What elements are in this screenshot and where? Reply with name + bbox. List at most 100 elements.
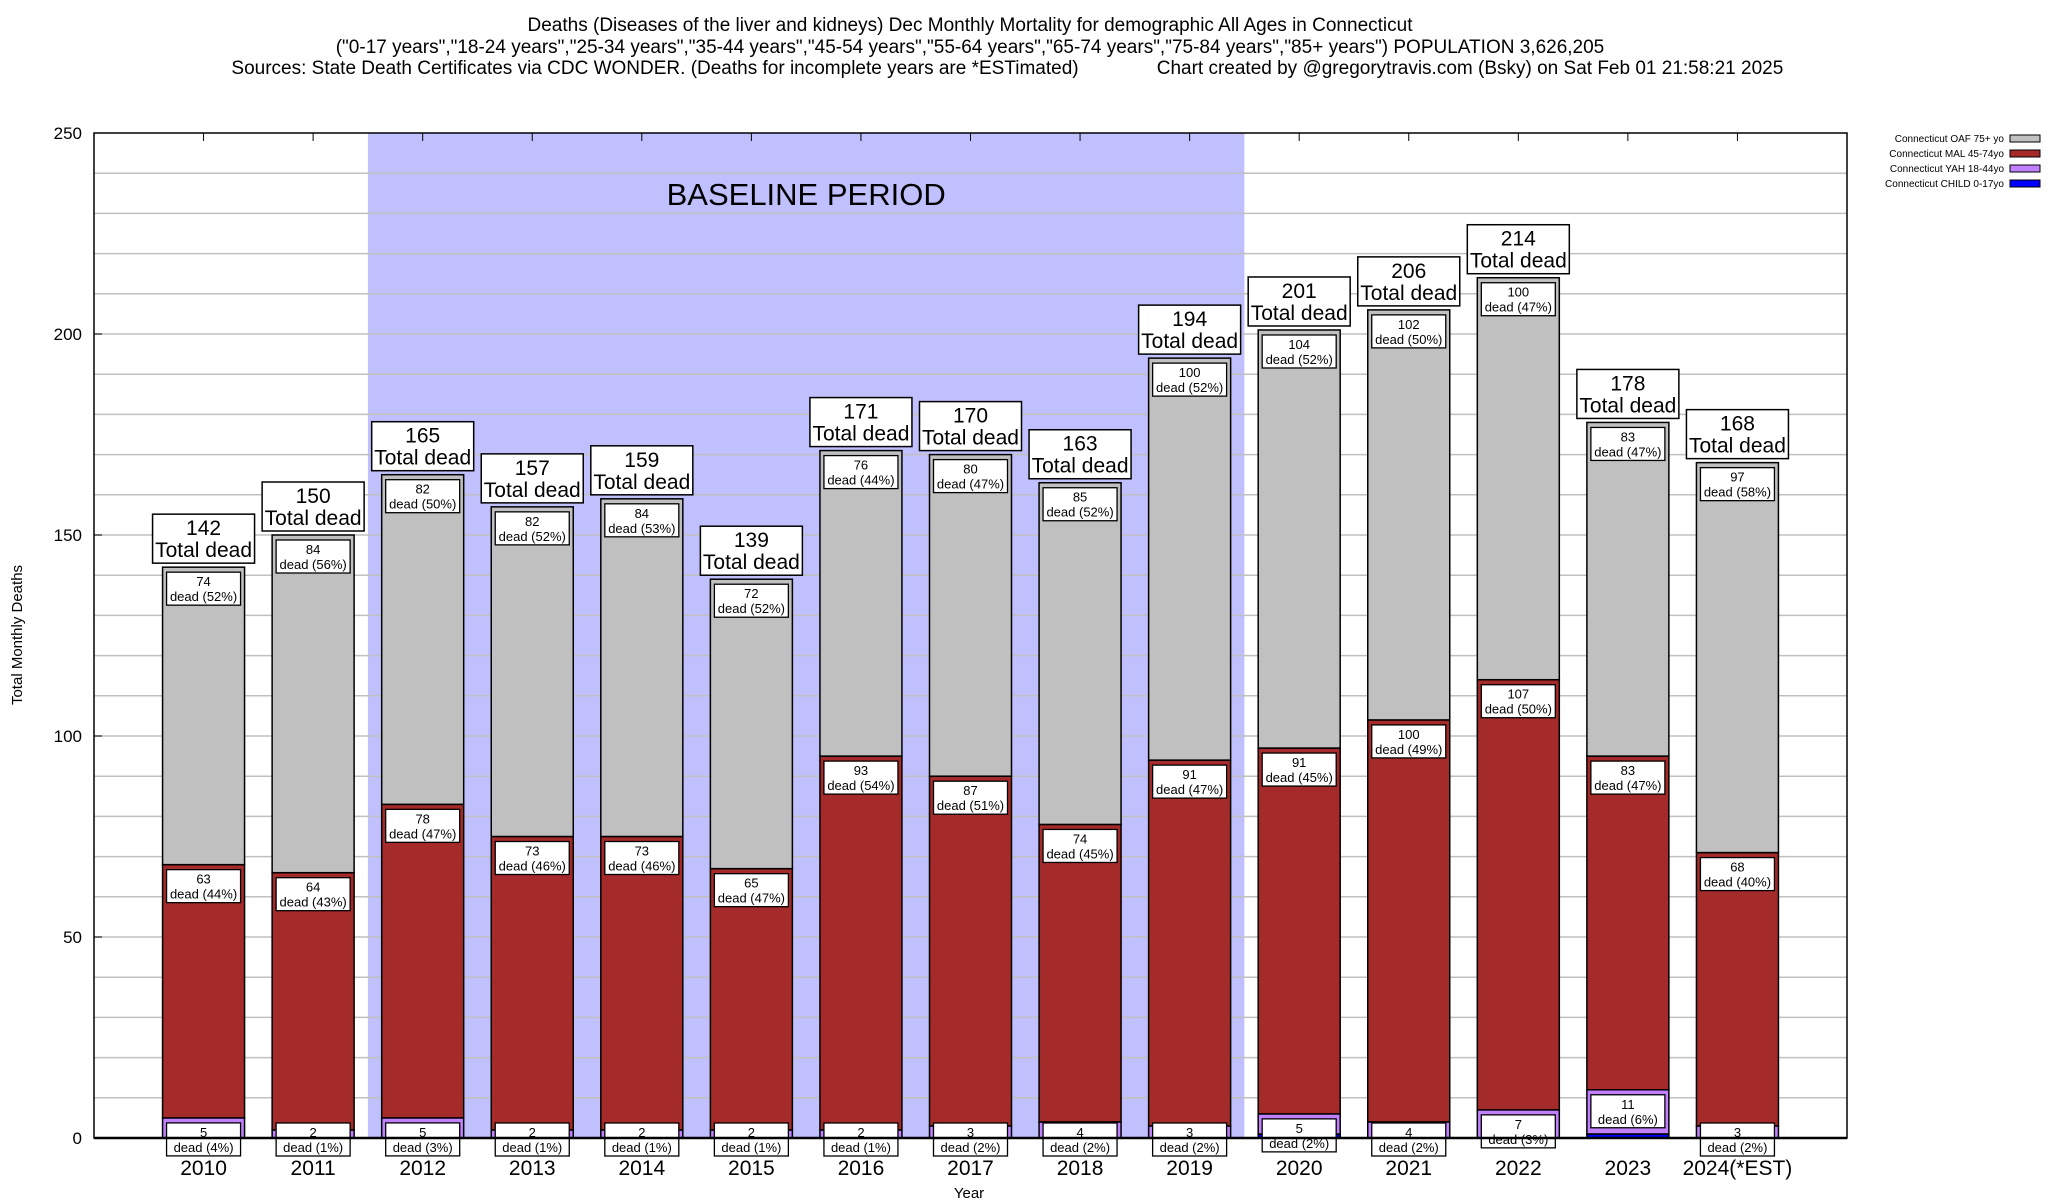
total-value-label: 139 (734, 529, 769, 552)
total-suffix-label: Total dead (1032, 455, 1129, 478)
total-suffix-label: Total dead (484, 479, 581, 502)
y-tick-label: 50 (63, 928, 82, 947)
segment-value-label: 74 (196, 574, 210, 589)
segment-percent-label: dead (52%) (1046, 505, 1113, 520)
segment-value-label: 93 (854, 763, 868, 778)
legend-swatch (2009, 164, 2041, 173)
chart-sources: Sources: State Death Certificates via CD… (231, 58, 1078, 79)
total-label-box (1576, 368, 1680, 420)
legend-swatch (2009, 179, 2041, 188)
segment-value-label: 84 (306, 542, 320, 557)
segment-percent-label: dead (2%) (1050, 1140, 1110, 1155)
segment-value-label: 4 (1076, 1125, 1083, 1140)
x-tick-label: 2014 (618, 1157, 665, 1180)
segment-percent-label: dead (45%) (1266, 770, 1333, 785)
segment-label-box (823, 454, 899, 490)
segment-label-box (1151, 362, 1228, 397)
total-label-box (261, 481, 365, 532)
x-tick-label: 2012 (399, 1157, 446, 1180)
chart-credit: Chart created by @gregorytravis.com (Bsk… (1157, 58, 1784, 79)
total-suffix-label: Total dead (374, 447, 471, 470)
total-suffix-label: Total dead (812, 423, 909, 446)
segment-value-label: 91 (1292, 755, 1306, 770)
total-suffix-label: Total dead (1689, 435, 1786, 458)
segment-label-box (1590, 1094, 1666, 1129)
x-tick-label: 2010 (180, 1157, 227, 1180)
chart-title-line-1: Deaths (Diseases of the liver and kidney… (528, 15, 1414, 36)
segment-value-label: 68 (1730, 860, 1744, 875)
segment-value-label: 2 (748, 1125, 755, 1140)
segment-percent-label: dead (47%) (1594, 778, 1661, 793)
segment-percent-label: dead (6%) (1598, 1112, 1658, 1127)
segment-percent-label: dead (1%) (502, 1140, 562, 1155)
segment-percent-label: dead (54%) (827, 778, 894, 793)
x-axis-label: Year (954, 1185, 984, 1200)
legend: Connecticut OAF 75+ yo Connecticut MAL 45… (1885, 134, 2041, 190)
segment-label-box (1480, 1114, 1556, 1149)
segment-label-box (385, 479, 461, 514)
segment-value-label: 3 (1186, 1125, 1193, 1140)
segment-label-box (604, 840, 680, 876)
segment-percent-label: dead (2%) (1707, 1140, 1767, 1155)
total-suffix-label: Total dead (703, 551, 800, 574)
segment-label-box (1042, 828, 1118, 864)
segment-label-box (1480, 684, 1556, 719)
bar-segment (819, 449, 903, 757)
segment-label-box (1261, 334, 1337, 369)
segment-value-label: 5 (419, 1125, 426, 1140)
segment-label-box (275, 1122, 351, 1157)
chart-title-line-2: ("0-17 years","18-24 years","25-34 years… (336, 37, 1605, 58)
segment-value-label: 100 (1507, 285, 1529, 300)
segment-label-box (1699, 856, 1776, 892)
segment-percent-label: dead (47%) (1594, 444, 1661, 459)
segment-value-label: 2 (857, 1125, 864, 1140)
legend-swatch (2009, 149, 2041, 158)
segment-label-box (1042, 1122, 1118, 1157)
total-suffix-label: Total dead (1141, 330, 1238, 353)
segment-label-box (1042, 487, 1118, 522)
segment-value-label: 107 (1507, 687, 1529, 702)
segment-value-label: 5 (200, 1125, 207, 1140)
segment-value-label: 82 (525, 514, 539, 529)
bar-segment (1367, 309, 1451, 721)
bar-segment (600, 835, 684, 1131)
total-value-label: 163 (1063, 433, 1098, 456)
bar-segment (709, 867, 794, 1131)
segment-percent-label: dead (50%) (1375, 332, 1442, 347)
segment-value-label: 73 (635, 844, 649, 859)
x-tick-label: 2023 (1605, 1157, 1652, 1180)
segment-percent-label: dead (1%) (283, 1140, 343, 1155)
segment-label-box (165, 571, 242, 606)
segment-value-label: 63 (196, 872, 210, 887)
segment-percent-label: dead (49%) (1375, 742, 1442, 757)
total-value-label: 157 (515, 457, 550, 480)
y-tick-label: 150 (54, 526, 82, 545)
segment-percent-label: dead (2%) (1269, 1136, 1329, 1151)
total-value-label: 206 (1391, 260, 1426, 283)
segment-percent-label: dead (56%) (280, 557, 347, 572)
segment-percent-label: dead (44%) (827, 473, 894, 488)
bar-segment (490, 835, 574, 1131)
bar-segment (380, 473, 465, 806)
segment-percent-label: dead (2%) (941, 1140, 1001, 1155)
segment-label-box (385, 808, 461, 843)
segment-label-box (1151, 764, 1228, 799)
bar-segment (161, 566, 246, 866)
segment-value-label: 83 (1621, 429, 1635, 444)
total-label-box (151, 513, 256, 564)
segment-percent-label: dead (4%) (174, 1140, 234, 1155)
bar-segment (1147, 759, 1232, 1127)
segment-value-label: 76 (854, 458, 868, 473)
bar-segment (1586, 421, 1670, 757)
segment-percent-label: dead (3%) (1488, 1132, 1548, 1147)
segment-value-label: 3 (1734, 1125, 1741, 1140)
total-value-label: 178 (1610, 372, 1645, 395)
segment-label-box (494, 511, 570, 546)
